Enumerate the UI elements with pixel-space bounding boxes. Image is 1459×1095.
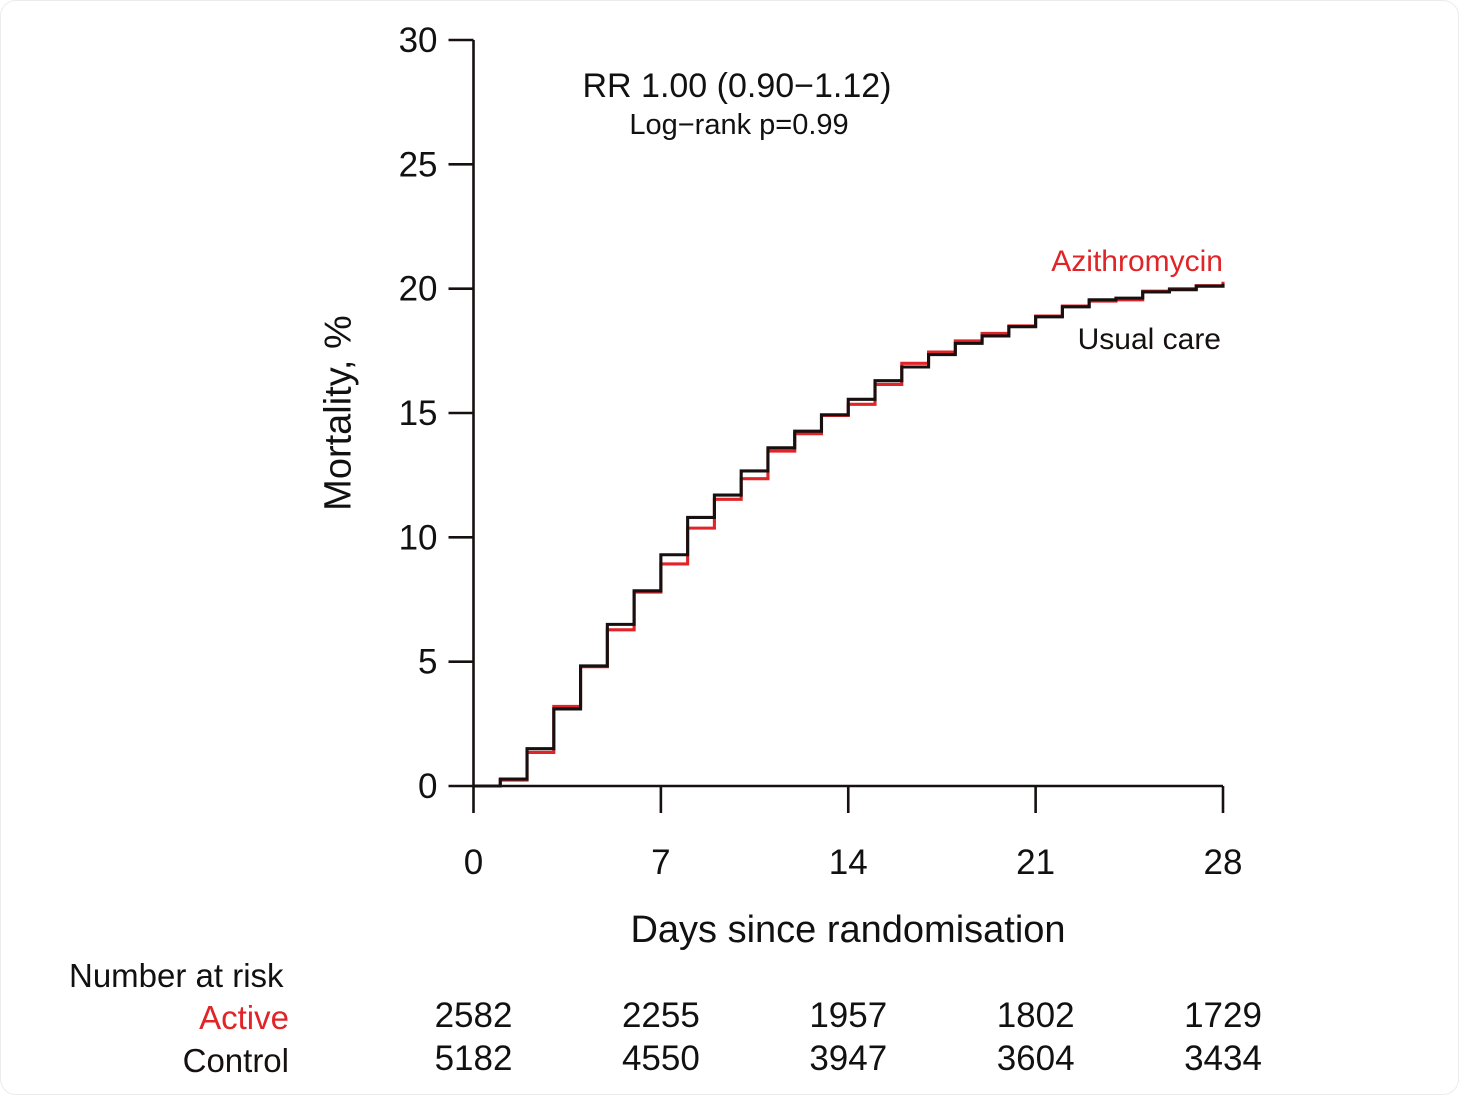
y-tick-label: 10 (399, 518, 438, 557)
risk-value-active: 1729 (1184, 996, 1262, 1035)
y-axis-title: Mortality, % (317, 315, 360, 511)
km-curve-usual-care (473, 283, 1225, 788)
y-tick-label: 15 (399, 394, 438, 433)
risk-value-active: 1957 (809, 996, 887, 1035)
annotation-logrank: Log−rank p=0.99 (629, 109, 849, 141)
x-tick-label: 0 (464, 843, 483, 882)
risk-row-label-active: Active (199, 999, 289, 1036)
y-tick-label: 5 (418, 643, 437, 682)
km-curve-azithromycin (473, 281, 1225, 788)
risk-value-control: 4550 (622, 1039, 700, 1078)
x-axis-title: Days since randomisation (630, 909, 1066, 951)
y-tick-label: 0 (418, 767, 437, 806)
risk-value-control: 3947 (809, 1039, 887, 1078)
x-tick-label: 28 (1204, 843, 1243, 882)
risk-value-active: 1802 (997, 996, 1075, 1035)
legend-label-azithromycin: Azithromycin (1051, 245, 1223, 278)
y-tick-label: 30 (399, 21, 438, 60)
y-tick-label: 20 (399, 270, 438, 309)
x-tick-label: 14 (829, 843, 868, 882)
legend-label-usual-care: Usual care (1077, 323, 1221, 356)
risk-value-control: 3604 (997, 1039, 1075, 1078)
x-tick-label: 7 (651, 843, 670, 882)
risk-row-label-control: Control (182, 1042, 289, 1079)
risk-value-active: 2255 (622, 996, 700, 1035)
risk-value-control: 5182 (435, 1039, 513, 1078)
risk-table-title: Number at risk (69, 957, 284, 994)
y-tick-label: 25 (399, 145, 438, 184)
risk-value-control: 3434 (1184, 1039, 1262, 1078)
annotation-rr: RR 1.00 (0.90−1.12) (582, 67, 892, 105)
x-tick-label: 21 (1016, 843, 1055, 882)
risk-value-active: 2582 (435, 996, 513, 1035)
